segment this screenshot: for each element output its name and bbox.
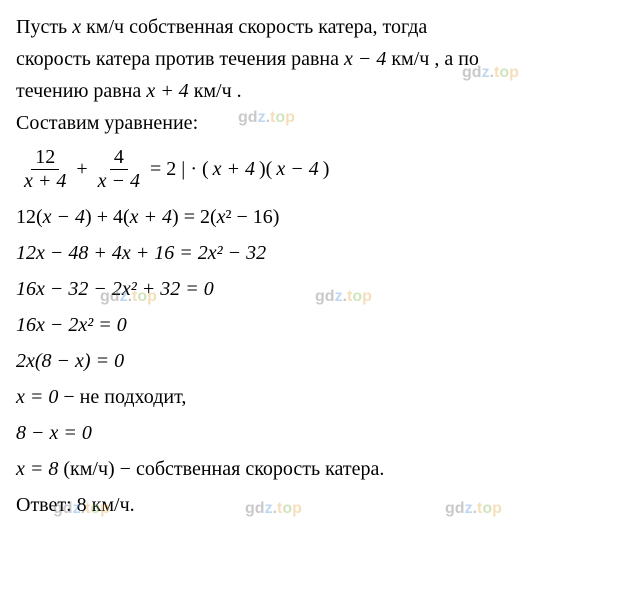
- equation-step-5: 2x(8 − x) = 0: [16, 345, 616, 377]
- text: течению равна: [16, 80, 146, 102]
- text: = 2 | · (: [150, 158, 209, 181]
- text: ) + 4(: [85, 206, 130, 228]
- expr: x − 4: [344, 48, 386, 70]
- text: ): [323, 158, 330, 181]
- equation-step-6: x = 0 − не подходит,: [16, 381, 616, 413]
- equation-fractions: 12 x + 4 + 4 x − 4 = 2 | · (x + 4)(x − 4…: [16, 146, 616, 193]
- text: км/ч , а по: [386, 48, 479, 70]
- expr: x: [217, 206, 226, 228]
- equation-step-2: 12x − 48 + 4x + 16 = 2x² − 32: [16, 237, 616, 269]
- problem-line-2: скорость катера против течения равна x −…: [16, 44, 616, 74]
- text: ) = 2(: [172, 206, 217, 228]
- answer-line: Ответ: 8 км/ч.: [16, 489, 616, 521]
- plus-sign: +: [76, 158, 87, 181]
- expr: x − 4: [43, 206, 85, 228]
- equation-step-8: x = 8 (км/ч) − собственная скорость кате…: [16, 453, 616, 485]
- expr: x = 8: [16, 458, 58, 480]
- equation-step-3: 16x − 32 − 2x² + 32 = 0: [16, 273, 616, 305]
- text: км/ч .: [189, 80, 242, 102]
- text: − не подходит,: [58, 386, 186, 408]
- text: км/ч собственная скорость катера, тогда: [81, 16, 427, 38]
- text: (км/ч) − собственная скорость катера.: [58, 458, 384, 480]
- problem-line-4: Составим уравнение:: [16, 108, 616, 138]
- text: 12(: [16, 206, 43, 228]
- equation-step-4: 16x − 2x² = 0: [16, 309, 616, 341]
- text: Пусть: [16, 16, 72, 38]
- expr: x + 4: [130, 206, 172, 228]
- variable-x: x: [72, 16, 81, 38]
- numerator: 4: [110, 146, 128, 170]
- denominator: x − 4: [94, 170, 144, 193]
- expr: x + 4: [213, 158, 255, 181]
- expr: x − 4: [276, 158, 318, 181]
- numerator: 12: [31, 146, 59, 170]
- fraction-2: 4 x − 4: [94, 146, 144, 193]
- text: ² − 16): [226, 206, 280, 228]
- equation-step-1: 12(x − 4) + 4(x + 4) = 2(x² − 16): [16, 201, 616, 233]
- equation-step-7: 8 − x = 0: [16, 417, 616, 449]
- denominator: x + 4: [20, 170, 70, 193]
- fraction-1: 12 x + 4: [20, 146, 70, 193]
- text: )(: [259, 158, 272, 181]
- expr: x = 0: [16, 386, 58, 408]
- expr: x + 4: [146, 80, 188, 102]
- text: скорость катера против течения равна: [16, 48, 344, 70]
- text: Составим уравнение:: [16, 112, 198, 134]
- problem-line-1: Пусть x км/ч собственная скорость катера…: [16, 12, 616, 42]
- problem-line-3: течению равна x + 4 км/ч .: [16, 76, 616, 106]
